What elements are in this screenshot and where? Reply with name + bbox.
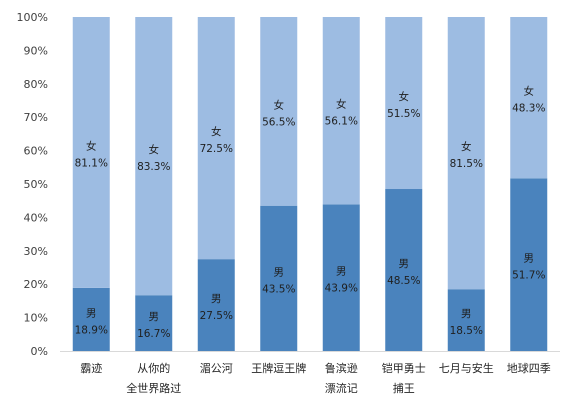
segment-value-label: 43.9% <box>325 283 358 295</box>
bar-segment-male <box>385 189 423 351</box>
bar-segment-female <box>72 17 110 288</box>
segment-series-label: 女 <box>149 143 160 156</box>
x-category-label: 湄公河 <box>200 362 233 375</box>
bar-segment-male <box>510 178 548 351</box>
bars: 男 18.9% 女 81.1% 男 16.7% 女 83.3% 男 27.5% 女 72.5% 男 43.… <box>72 17 548 351</box>
segment-value-label: 81.1% <box>75 157 108 169</box>
segment-series-label: 男 <box>274 266 285 278</box>
bar-segment-female <box>510 17 548 179</box>
bar-segment-female <box>447 17 485 290</box>
y-tick-label: 30% <box>24 245 48 258</box>
x-category-label: 鲁滨逊 <box>325 361 358 375</box>
bar-segment-female <box>197 17 235 260</box>
y-tick-label: 70% <box>24 111 48 124</box>
y-tick-label: 60% <box>24 145 48 158</box>
segment-series-label: 女 <box>211 125 222 138</box>
x-category-label: 地球四季 <box>507 361 551 375</box>
segment-value-label: 18.9% <box>75 324 108 336</box>
y-tick-label: 40% <box>24 211 48 224</box>
x-category-label: 从你的 <box>137 361 170 375</box>
segment-series-label: 男 <box>336 266 347 278</box>
x-category-label: 霸迹 <box>80 362 102 375</box>
bar-segment-female <box>385 17 423 190</box>
x-category-label: 漂流记 <box>325 381 358 395</box>
bar-segment-female <box>322 17 360 205</box>
y-tick-label: 50% <box>24 178 48 191</box>
y-tick-label: 90% <box>24 44 48 57</box>
segment-value-label: 18.5% <box>450 325 483 337</box>
bar-segment-male <box>260 205 298 351</box>
segment-value-label: 27.5% <box>200 310 233 322</box>
segment-series-label: 男 <box>86 307 97 319</box>
segment-value-label: 51.7% <box>512 270 545 282</box>
segment-series-label: 女 <box>524 85 535 98</box>
segment-value-label: 56.5% <box>262 116 295 128</box>
segment-series-label: 男 <box>149 311 160 323</box>
segment-value-label: 43.5% <box>262 283 295 295</box>
bar-segment-male <box>322 204 360 351</box>
segment-series-label: 女 <box>461 140 472 153</box>
x-category-label: 七月与安生 <box>439 361 494 375</box>
x-category-label: 王牌逗王牌 <box>251 361 306 375</box>
bar-segment-male <box>135 295 173 351</box>
segment-series-label: 男 <box>399 258 410 270</box>
segment-series-label: 男 <box>524 253 535 265</box>
bar-segment-female <box>135 17 173 296</box>
segment-value-label: 81.5% <box>450 158 483 170</box>
bar-segment-female <box>260 17 298 206</box>
segment-series-label: 女 <box>86 139 97 152</box>
segment-series-label: 女 <box>274 98 285 111</box>
bar-segment-male <box>72 287 110 351</box>
segment-series-label: 女 <box>336 98 347 111</box>
y-tick-label: 80% <box>24 78 48 91</box>
x-category-label: 全世界路过 <box>126 381 181 395</box>
y-tick-label: 100% <box>17 11 48 24</box>
bar-segment-male <box>197 259 235 351</box>
x-category-label: 铠甲勇士 <box>382 361 426 375</box>
segment-value-label: 48.5% <box>387 275 420 287</box>
segment-value-label: 56.1% <box>325 116 358 128</box>
segment-series-label: 男 <box>461 308 472 320</box>
segment-value-label: 48.3% <box>512 103 545 115</box>
y-tick-label: 10% <box>24 312 48 325</box>
y-tick-label: 0% <box>31 345 48 358</box>
segment-series-label: 女 <box>399 90 410 103</box>
segment-value-label: 16.7% <box>137 328 170 340</box>
y-axis: 0% 10% 20% 30% 40% 50% 60% 70% 80% 90% 100% <box>17 11 560 358</box>
x-category-label: 捕王 <box>393 381 415 395</box>
segment-value-label: 83.3% <box>137 161 170 173</box>
segment-value-label: 51.5% <box>387 108 420 120</box>
segment-series-label: 男 <box>211 293 222 305</box>
y-tick-label: 20% <box>24 278 48 291</box>
bar-segment-male <box>447 289 485 351</box>
segment-value-label: 72.5% <box>200 143 233 155</box>
